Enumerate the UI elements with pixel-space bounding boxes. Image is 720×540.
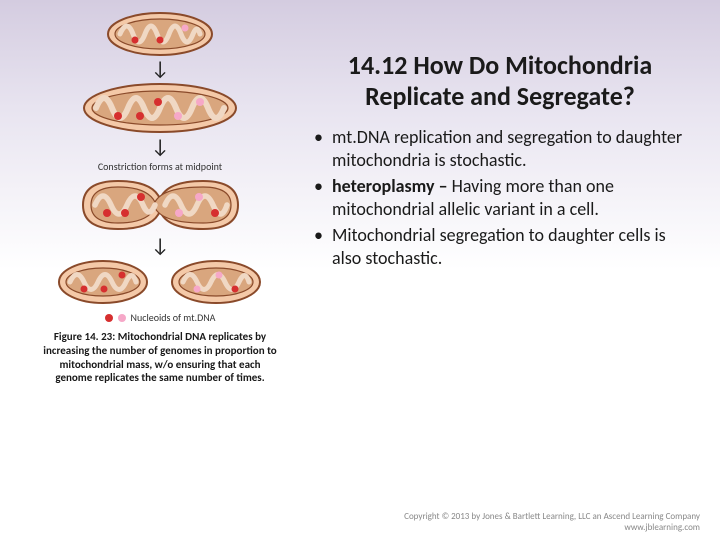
bullet-item: Mitochondrial segregation to daughter ce… (310, 224, 690, 269)
content-row: ↓ ↓ Constric (0, 0, 720, 540)
arrow-icon: ↓ (151, 236, 169, 256)
legend-dot-red (105, 314, 113, 322)
slide-root: ↓ ↓ Constric (0, 0, 720, 540)
bullet-list: mt.DNA replication and segregation to da… (310, 126, 690, 269)
bullet-item: heteroplasmy – Having more than one mito… (310, 175, 690, 220)
figure-legend: Nucleoids of mt.DNA (105, 311, 216, 324)
bullet-text: Mitochondrial segregation to daughter ce… (332, 224, 666, 269)
bullet-bold: heteroplasmy – (332, 175, 452, 197)
mitochondrion-daughter-left (56, 257, 151, 307)
copyright-line2: www.jblearning.com (624, 522, 700, 533)
bullet-text: mt.DNA replication and segregation to da… (332, 126, 682, 171)
text-column: 14.12 How Do Mitochondria Replicate and … (300, 0, 720, 540)
mito-stage-1: ↓ (105, 10, 215, 80)
legend-dot-pink (118, 314, 126, 322)
arrow-icon: ↓ (151, 137, 169, 157)
mitochondrion-grown (80, 80, 240, 136)
copyright: Copyright © 2013 by Jones & Bartlett Lea… (404, 512, 700, 534)
constriction-label: Constriction forms at midpoint (98, 160, 222, 173)
mitochondrion-constricting (73, 175, 248, 235)
mito-stage-2: ↓ (80, 80, 240, 158)
legend-text: Nucleoids of mt.DNA (131, 311, 216, 324)
mito-stage-3: ↓ (73, 175, 248, 257)
mitochondrion-small (105, 10, 215, 58)
figure-caption: Figure 14. 23: Mitochondrial DNA replica… (30, 330, 290, 385)
slide-title: 14.12 How Do Mitochondria Replicate and … (310, 50, 690, 112)
bullet-item: mt.DNA replication and segregation to da… (310, 126, 690, 171)
mito-stage-4 (56, 257, 264, 307)
copyright-line1: Copyright © 2013 by Jones & Bartlett Lea… (404, 511, 700, 522)
figure-column: ↓ ↓ Constric (0, 0, 300, 540)
arrow-icon: ↓ (151, 59, 169, 79)
mitochondrion-daughter-right (169, 257, 264, 307)
